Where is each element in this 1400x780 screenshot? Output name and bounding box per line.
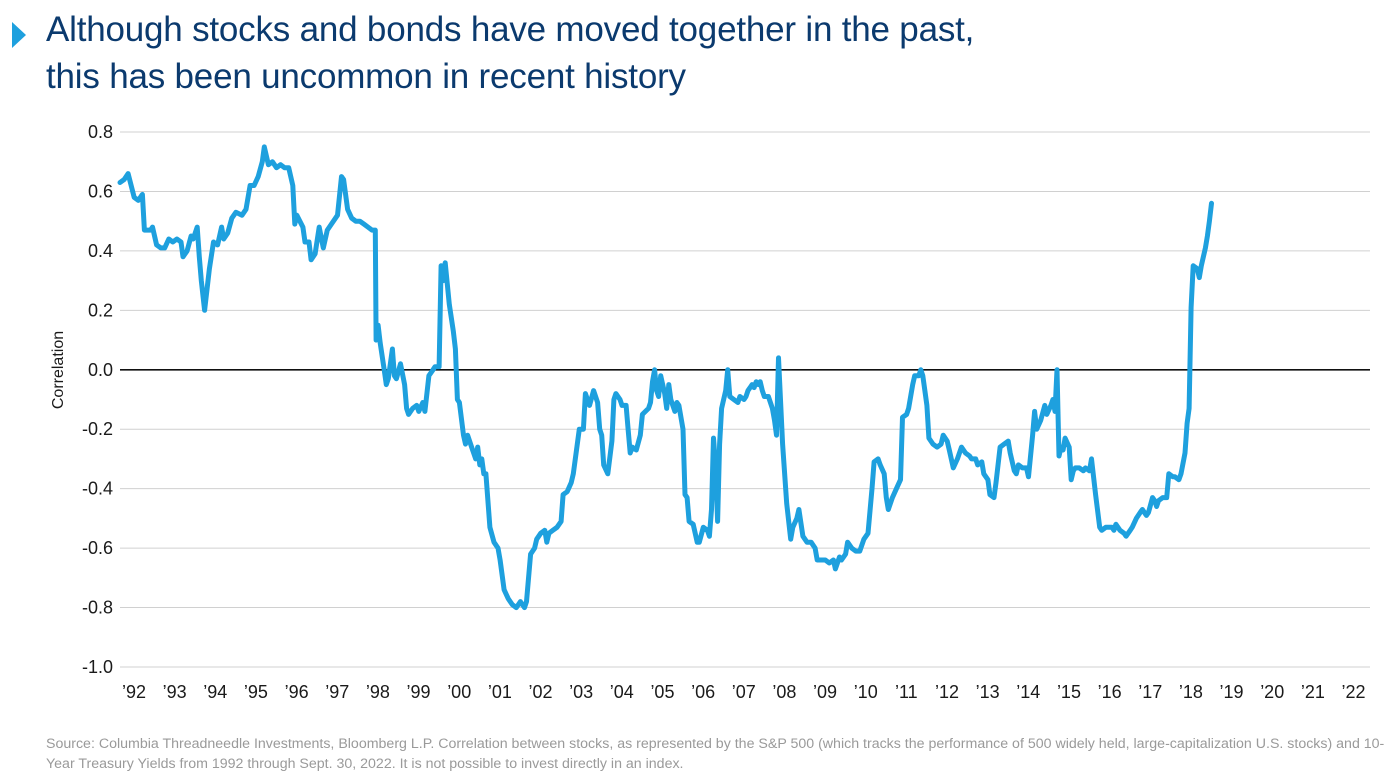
x-tick-label: ’01 [488, 682, 512, 702]
x-tick-label: ’15 [1057, 682, 1081, 702]
y-tick-label: -0.6 [82, 538, 113, 558]
x-tick-label: ’16 [1098, 682, 1122, 702]
y-axis-tick-labels: 0.8 0.6 0.4 0.2 0.0 -0.2 -0.4 -0.6 -0.8 -1.0 [82, 122, 113, 677]
x-tick-label: ’08 [772, 682, 796, 702]
x-tick-label: ’92 [122, 682, 146, 702]
x-tick-label: ’03 [569, 682, 593, 702]
x-axis-tick-labels: ’92 ’93 ’94 ’95 ’96 ’97 ’98 ’99 ’00 ’01 ’02 ’03 ’04 ’… [122, 682, 1366, 702]
y-tick-label: -0.4 [82, 479, 113, 499]
series-layer [117, 144, 1214, 611]
x-tick-label: ’11 [895, 682, 918, 702]
x-tick-label: ’17 [1138, 682, 1162, 702]
x-tick-label: ’07 [732, 682, 756, 702]
x-tick-label: ’22 [1341, 682, 1365, 702]
y-tick-label: 0.4 [88, 241, 113, 261]
y-axis-title: Correlation [50, 331, 67, 409]
y-tick-label: -0.8 [82, 598, 113, 618]
correlation-line-chart: 0.80.60.40.20.0-0.2-0.4-0.6-0.8-1.0 ’92’… [50, 122, 1370, 702]
correlation-series-line [117, 144, 1214, 611]
x-tick-label: ’95 [244, 682, 268, 702]
x-tick-label: ’97 [325, 682, 349, 702]
y-tick-label: -1.0 [82, 657, 113, 677]
x-tick-label: ’09 [813, 682, 837, 702]
y-tick-label: -0.2 [82, 419, 113, 439]
x-tick-label: ’20 [1260, 682, 1284, 702]
chart-title-line-2: this has been uncommon in recent history [46, 57, 686, 96]
chart-title: Although stocks and bonds have moved tog… [46, 6, 974, 100]
y-tick-label: 0.2 [88, 300, 113, 320]
x-tick-label: ’98 [366, 682, 390, 702]
gridlines [120, 131, 1370, 668]
x-tick-label: ’19 [1220, 682, 1244, 702]
x-tick-label: ’18 [1179, 682, 1203, 702]
title-marker-icon [12, 22, 26, 48]
y-tick-label: 0.6 [88, 181, 113, 201]
x-tick-label: ’05 [650, 682, 674, 702]
x-tick-label: ’04 [610, 682, 634, 702]
x-tick-label: ’99 [407, 682, 431, 702]
x-tick-label: ’94 [203, 682, 227, 702]
x-tick-label: ’13 [976, 682, 1000, 702]
x-tick-label: ’96 [285, 682, 309, 702]
source-note: Source: Columbia Threadneedle Investment… [46, 736, 1385, 772]
x-tick-label: ’06 [691, 682, 715, 702]
x-tick-label: ’12 [935, 682, 959, 702]
x-tick-label: ’21 [1301, 682, 1325, 702]
y-tick-label: 0.8 [88, 122, 113, 142]
x-tick-label: ’00 [447, 682, 471, 702]
x-tick-label: ’02 [528, 682, 552, 702]
x-tick-label: ’93 [163, 682, 187, 702]
x-tick-label: ’14 [1016, 682, 1040, 702]
chart-title-line-1: Although stocks and bonds have moved tog… [46, 10, 975, 49]
y-tick-label: 0.0 [88, 360, 113, 380]
x-tick-label: ’10 [854, 682, 878, 702]
